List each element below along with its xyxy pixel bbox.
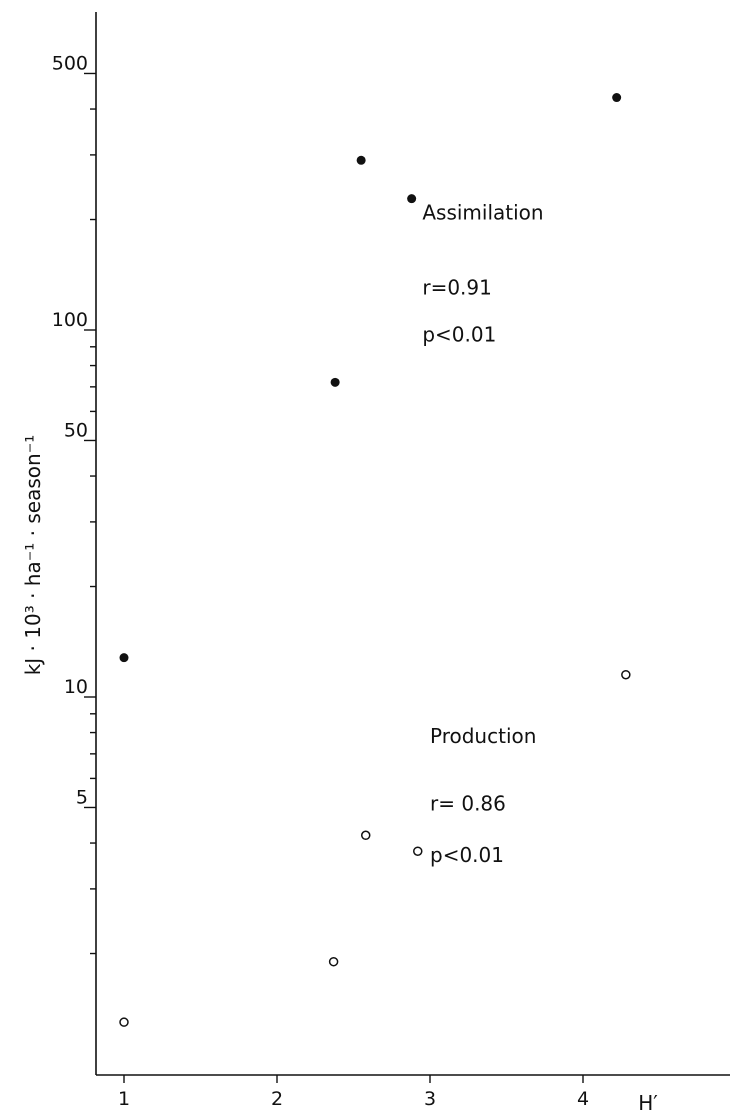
production-point <box>621 669 631 680</box>
assimilation-point <box>330 377 340 387</box>
x-axis-title: H′ <box>638 1091 658 1115</box>
annotation-text: r= 0.86 <box>430 792 506 816</box>
x-tick-label: 4 <box>577 1088 589 1110</box>
assimilation-point <box>119 653 129 663</box>
axes <box>95 12 730 1076</box>
production-point <box>360 830 371 841</box>
production-point <box>119 1017 129 1027</box>
annotation-text: p<0.01 <box>422 323 496 347</box>
annotation-text: Assimilation <box>422 201 543 225</box>
annotation-text: p<0.01 <box>430 843 504 867</box>
y-tick-label: 500 <box>52 52 88 74</box>
x-ticks: 1 2 3 4 <box>118 1075 589 1110</box>
y-tick-label: 100 <box>52 309 88 331</box>
y-ticks: 5 10 50 100 500 <box>52 52 96 955</box>
annotation-text: Production <box>430 724 536 748</box>
x-tick-label: 2 <box>271 1088 283 1110</box>
x-tick-label: 3 <box>424 1088 436 1110</box>
assimilation-point <box>356 155 366 165</box>
production-point <box>328 956 339 967</box>
data-points <box>119 93 631 1027</box>
y-tick-label: 10 <box>64 676 88 698</box>
assimilation-point <box>612 93 622 103</box>
y-tick-label: 50 <box>64 419 88 441</box>
annotation-text: r=0.91 <box>422 275 492 299</box>
annotations: Assimilation r=0.91 p<0.01 Production r= 0.8… <box>422 201 543 868</box>
y-tick-label: 5 <box>76 786 88 808</box>
assimilation-point <box>407 194 417 204</box>
y-axis-title: kJ · 10³ · ha⁻¹ · season⁻¹ <box>21 435 45 676</box>
x-tick-label: 1 <box>118 1088 130 1110</box>
production-point <box>413 846 423 856</box>
